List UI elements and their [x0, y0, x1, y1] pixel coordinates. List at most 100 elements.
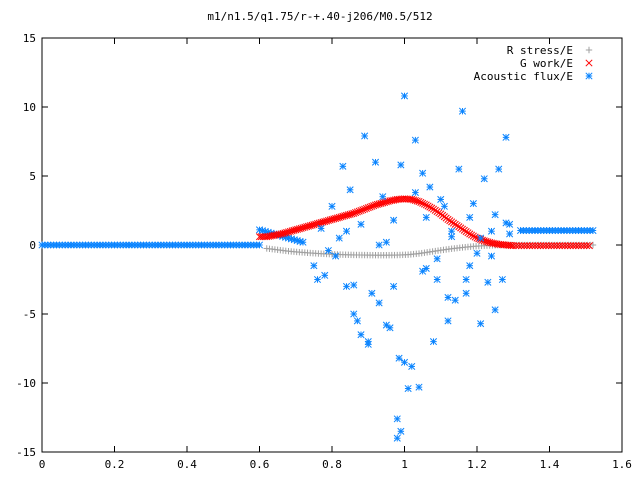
- acoustic-flux-point: [313, 275, 322, 284]
- acoustic-flux-point: [506, 230, 514, 238]
- acoustic-flux-point: [426, 183, 434, 191]
- g-work-point: [536, 242, 544, 250]
- acoustic-flux-point: [433, 275, 441, 284]
- g-work-point: [419, 199, 427, 207]
- acoustic-flux-point: [487, 227, 496, 235]
- g-work-point: [585, 242, 593, 250]
- g-work-point: [580, 242, 588, 250]
- g-work-point: [364, 204, 372, 212]
- acoustic-flux-point: [328, 202, 336, 210]
- acoustic-flux-point: [350, 281, 358, 289]
- acoustic-flux-point: [415, 383, 423, 391]
- legend-marker: [585, 72, 593, 80]
- acoustic-flux-point: [393, 415, 401, 423]
- acoustic-flux-point: [451, 296, 459, 304]
- g-work-point: [553, 242, 561, 250]
- acoustic-flux-point: [375, 241, 383, 249]
- g-work-point: [561, 242, 569, 250]
- g-work-point: [428, 204, 436, 212]
- g-work-point: [539, 242, 547, 250]
- acoustic-flux-point: [350, 310, 358, 318]
- acoustic-flux-point: [491, 211, 499, 219]
- acoustic-flux-point: [502, 133, 510, 141]
- g-work-point: [564, 242, 572, 250]
- acoustic-flux-point: [382, 321, 390, 329]
- acoustic-flux-point: [477, 234, 485, 242]
- y-tick-label: -5: [23, 308, 36, 321]
- acoustic-flux-point: [368, 289, 376, 297]
- x-tick-label: 1.6: [612, 458, 632, 471]
- g-work-point: [417, 198, 425, 206]
- acoustic-flux-point: [342, 282, 351, 290]
- g-work-point: [352, 209, 360, 217]
- acoustic-flux-point: [419, 267, 427, 275]
- acoustic-flux-point: [400, 358, 409, 366]
- x-tick-label: 1.2: [467, 458, 487, 471]
- g-work-point: [545, 242, 553, 250]
- legend-label-acoustic-flux: Acoustic flux/E: [474, 70, 573, 83]
- x-tick-label: 0.6: [250, 458, 270, 471]
- acoustic-flux-point: [321, 271, 329, 279]
- acoustic-flux-point: [390, 282, 398, 290]
- g-work-point: [528, 242, 536, 250]
- acoustic-flux-flat-point: [589, 226, 597, 235]
- g-work-point: [469, 232, 477, 240]
- r-stress-point: [589, 241, 597, 249]
- acoustic-flux-point: [437, 195, 445, 204]
- acoustic-flux-point: [408, 362, 416, 370]
- x-tick-label: 0.2: [105, 458, 125, 471]
- acoustic-flux-point: [462, 289, 470, 297]
- acoustic-flux-point: [411, 189, 419, 197]
- series-r-stress: [263, 241, 597, 259]
- acoustic-flux-point: [353, 317, 361, 325]
- g-work-point: [366, 203, 374, 211]
- acoustic-flux-point: [357, 220, 365, 228]
- acoustic-flux-point: [495, 165, 503, 173]
- g-work-point: [350, 209, 358, 217]
- axis-ticks: 0 0.2 0.4 0.6 0.8 1 1.2 1.4 1.6 15 10 5 0 -5 -10 -15: [16, 32, 632, 471]
- acoustic-flux-point: [371, 158, 380, 166]
- g-work-point: [517, 242, 525, 250]
- g-work-point: [422, 201, 430, 209]
- g-work-point: [424, 202, 432, 210]
- acoustic-flux-point: [357, 331, 365, 339]
- g-work-point: [542, 242, 550, 250]
- g-work-point: [583, 242, 591, 250]
- acoustic-flux-point: [404, 384, 412, 393]
- acoustic-flux-point: [397, 161, 405, 169]
- g-work-point: [357, 206, 365, 215]
- g-work-point: [574, 242, 583, 250]
- g-work-point: [577, 242, 585, 250]
- acoustic-flux-point: [444, 317, 452, 325]
- g-work-point: [468, 231, 476, 239]
- acoustic-flux-point: [473, 249, 481, 257]
- y-tick-label: -15: [16, 446, 36, 459]
- acoustic-flux-point: [422, 264, 430, 273]
- y-tick-label: 5: [29, 170, 36, 183]
- g-work-point: [420, 200, 428, 208]
- acoustic-flux-point: [448, 227, 456, 235]
- g-work-point: [534, 242, 542, 250]
- acoustic-flux-point: [458, 107, 467, 115]
- acoustic-flux-point: [382, 238, 390, 246]
- acoustic-flux-point: [317, 224, 325, 232]
- g-work-point: [413, 197, 421, 205]
- g-work-point: [558, 242, 566, 250]
- g-work-point: [550, 242, 558, 250]
- y-tick-label: -10: [16, 377, 36, 390]
- g-work-point: [569, 242, 577, 250]
- g-work-point: [566, 242, 574, 250]
- acoustic-flux-point: [346, 186, 354, 194]
- acoustic-flux-point: [466, 213, 474, 221]
- g-work-point: [531, 242, 539, 250]
- g-work-point: [520, 242, 528, 250]
- acoustic-flux-flat-point: [255, 241, 264, 249]
- legend-marker: [585, 46, 593, 54]
- g-work-point: [512, 242, 520, 250]
- acoustic-flux-point: [390, 216, 398, 224]
- acoustic-flux-point: [502, 219, 510, 227]
- g-work-point: [471, 233, 479, 241]
- acoustic-flux-point: [375, 299, 383, 307]
